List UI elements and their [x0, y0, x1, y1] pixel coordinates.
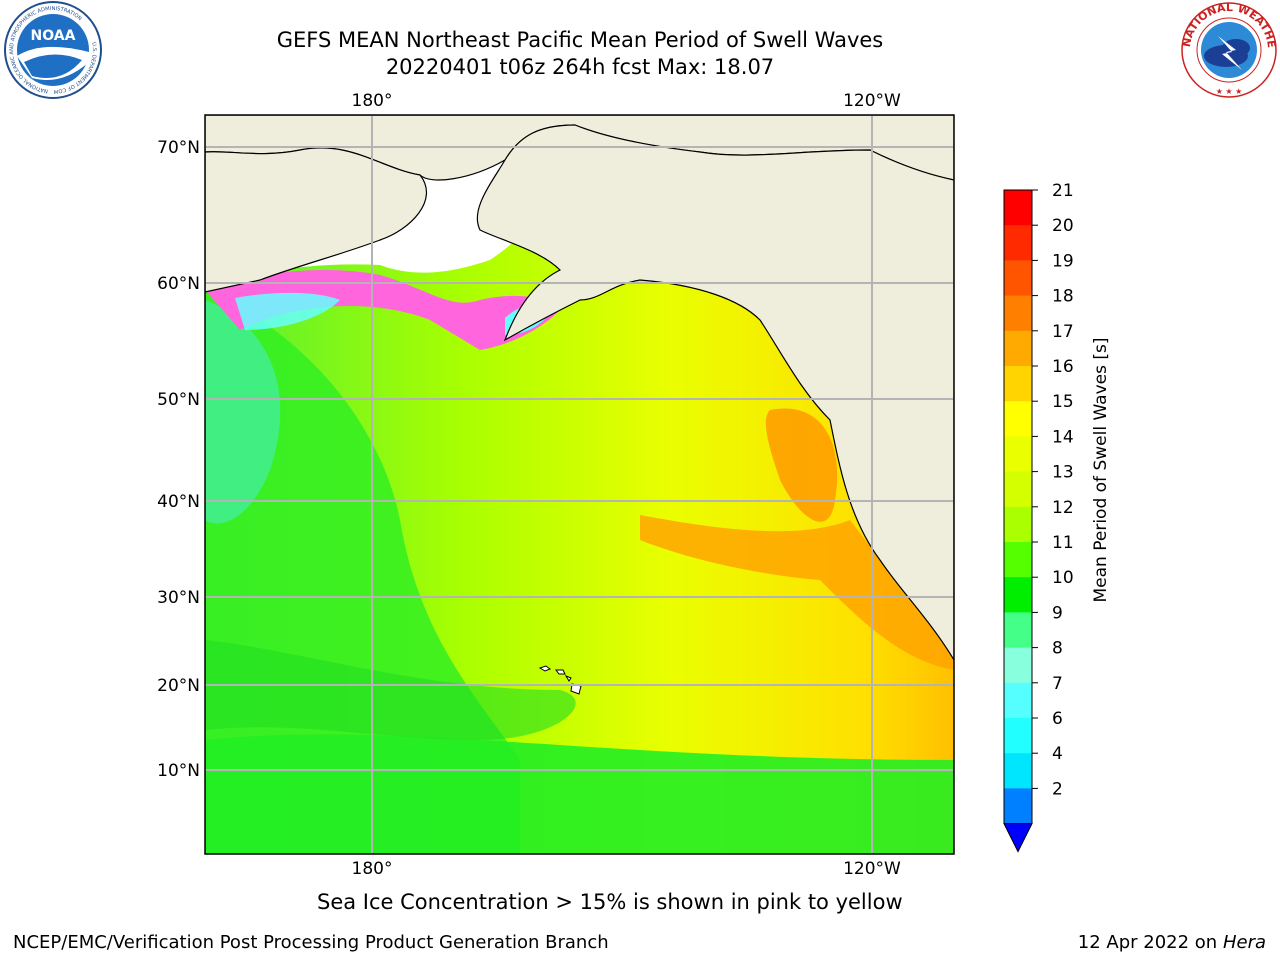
swell-region-cyan-west — [205, 300, 281, 524]
chart-subtitle: 20220401 t06z 264h fcst Max: 18.07 — [385, 55, 775, 79]
colorbar-tick-label: 2 — [1052, 779, 1063, 799]
graticule — [205, 115, 954, 854]
footer-host: Hera — [1222, 932, 1266, 953]
colorbar-segment — [1004, 330, 1032, 367]
colorbar-segment — [1004, 506, 1032, 543]
colorbar-segment — [1004, 190, 1032, 226]
land-alaska-north-america — [476, 124, 954, 662]
colorbar: 21 20 19 18 17 16 15 14 13 12 11 10 9 8 7 6 4 2 — [1003, 181, 1074, 853]
map-frame — [204, 114, 955, 855]
colorbar-segment — [1004, 295, 1032, 332]
lat-label: 30°N — [157, 588, 200, 608]
colorbar-segment — [1004, 366, 1032, 402]
colorbar-segment — [1004, 577, 1032, 613]
footer-credit: NCEP/EMC/Verification Post Processing Pr… — [13, 932, 609, 953]
colorbar-segment — [1004, 542, 1032, 578]
colorbar-segment — [1004, 718, 1032, 754]
colorbar-under-arrow — [1003, 823, 1033, 853]
colorbar-segment — [1004, 647, 1032, 684]
longitude-labels: 180° 120°W 180° 120°W — [352, 91, 902, 879]
colorbar-tick-label: 4 — [1052, 744, 1063, 764]
colorbar-segment — [1004, 612, 1032, 649]
colorbar-tick-label: 7 — [1052, 674, 1063, 694]
footer-date-text: 12 Apr 2022 on — [1077, 932, 1223, 953]
footer-date: 12 Apr 2022 on Hera — [1078, 932, 1266, 953]
latitude-labels: 70°N 60°N 50°N 40°N 30°N 20°N 10°N — [157, 138, 200, 781]
lat-label: 10°N — [157, 761, 200, 781]
lat-label: 40°N — [157, 492, 200, 512]
noaa-logo-text: NOAA — [31, 28, 76, 44]
colorbar-tick-label: 20 — [1052, 216, 1074, 236]
colorbar-tick-label: 21 — [1052, 181, 1074, 201]
colorbar-segment — [1004, 401, 1032, 437]
map-area — [205, 115, 954, 854]
sea-ice-pink — [205, 270, 560, 350]
lat-label: 60°N — [157, 274, 200, 294]
swell-region-orange-north — [765, 408, 838, 522]
lon-label-top: 180° — [352, 91, 393, 111]
colorbar-tick-label: 19 — [1052, 251, 1074, 271]
chart-title: GEFS MEAN Northeast Pacific Mean Period … — [276, 28, 884, 52]
lat-label: 70°N — [157, 138, 200, 158]
colorbar-segment — [1004, 682, 1032, 719]
lat-label: 50°N — [157, 390, 200, 410]
lon-label-bottom: 120°W — [843, 859, 901, 879]
colorbar-segment — [1004, 260, 1032, 297]
colorbar-tick-label: 15 — [1052, 392, 1074, 412]
colorbar-tick-label: 18 — [1052, 287, 1074, 307]
colorbar-tick-label: 16 — [1052, 357, 1074, 377]
colorbar-segment — [1004, 788, 1032, 825]
nws-stars: ★ ★ ★ — [1216, 87, 1243, 96]
colorbar-tick-label: 14 — [1052, 427, 1074, 447]
hawaii-islands — [538, 665, 582, 695]
lat-label: 20°N — [157, 676, 200, 696]
colorbar-segment — [1004, 225, 1032, 261]
colorbar-tick-label: 13 — [1052, 463, 1074, 483]
sea-ice-caption: Sea Ice Concentration > 15% is shown in … — [317, 890, 903, 914]
colorbar-label: Mean Period of Swell Waves [s] — [1091, 338, 1111, 603]
colorbar-tick-label: 8 — [1052, 639, 1063, 659]
nws-logo: NATIONAL WEATHER SERVICE ★ ★ ★ — [1178, 0, 1278, 98]
lon-label-top: 120°W — [843, 91, 901, 111]
colorbar-segment — [1004, 471, 1032, 508]
colorbar-segment — [1004, 436, 1032, 473]
swell-region-green-band — [205, 640, 576, 740]
lon-label-bottom: 180° — [352, 859, 393, 879]
colorbar-tick-label: 12 — [1052, 498, 1074, 518]
colorbar-segment — [1004, 753, 1032, 789]
noaa-logo: NOAA NATIONAL OCEANIC AND ATMOSPHERIC AD… — [2, 0, 102, 99]
colorbar-tick-label: 17 — [1052, 322, 1074, 342]
sea-ice-edge-cyan — [235, 292, 340, 330]
colorbar-tick-label: 9 — [1052, 603, 1063, 623]
land-chukotka — [205, 147, 427, 293]
colorbar-tick-label: 6 — [1052, 709, 1063, 729]
colorbar-tick-label: 10 — [1052, 568, 1074, 588]
colorbar-tick-label: 11 — [1052, 533, 1074, 553]
swell-region-green-south — [205, 734, 954, 854]
